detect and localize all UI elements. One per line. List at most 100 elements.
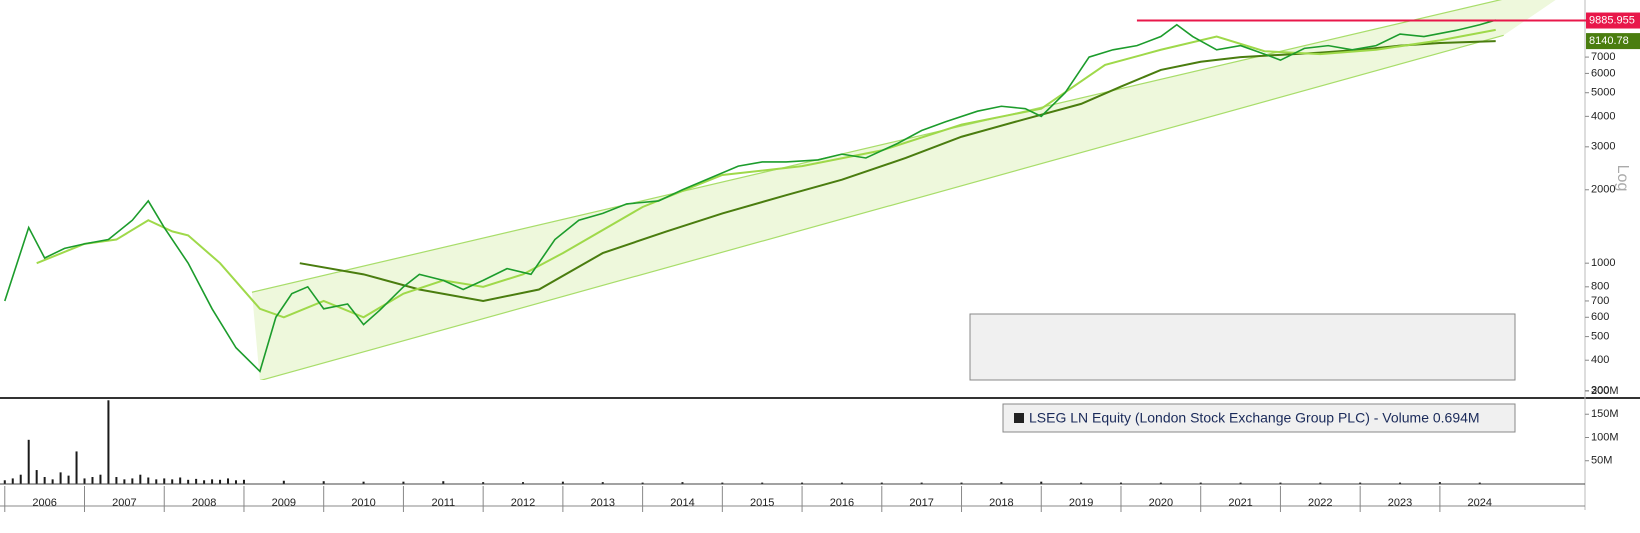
x-tick-label: 2006 [32,497,56,509]
volume-bar [1119,482,1122,484]
y-tick-label: 200M [1591,385,1619,397]
volume-bar [99,474,102,484]
volume-bar [187,479,190,484]
y-tick-label: 700 [1591,295,1609,307]
volume-bar [203,480,206,484]
y-tick-label: 3000 [1591,141,1615,153]
volume-bar [1438,482,1441,484]
price-tag: 8140.78 [1589,35,1629,47]
volume-bar [641,482,644,484]
volume-bar [721,482,724,484]
x-tick-label: 2019 [1069,497,1093,509]
x-tick-label: 2022 [1308,497,1332,509]
y-tick-label: 800 [1591,281,1609,293]
y-tick-label: 300 [1591,385,1609,397]
volume-bar [19,474,22,484]
volume-bar [1478,482,1481,484]
volume-bar [11,478,14,484]
x-tick-label: 2024 [1468,497,1492,509]
y-tick-label: 5000 [1591,87,1615,99]
volume-bar [123,479,126,484]
volume-bar [155,479,158,484]
volume-bar [3,480,6,484]
volume-bar [402,481,405,484]
volume-bar [43,477,46,484]
y-tick-label: 600 [1591,311,1609,323]
x-tick-label: 2009 [272,497,296,509]
volume-bar [561,481,564,484]
volume-bar [1399,482,1402,484]
volume-bar [107,400,110,484]
volume-bar [35,470,38,484]
series-line [4,19,1496,373]
volume-bar [840,482,843,484]
volume-bar [67,475,70,484]
volume-bar [681,482,684,484]
volume-bar [1319,482,1322,484]
volume-bar [880,482,883,484]
volume-bar [139,474,142,484]
series-line [299,40,1496,302]
volume-bar [1359,482,1362,484]
volume-bar [801,482,804,484]
y-tick-label: 400 [1591,354,1609,366]
volume-bar [234,480,237,484]
volume-bar [761,482,764,484]
y-tick-label: 50M [1591,455,1612,467]
x-tick-label: 2020 [1149,497,1173,509]
volume-bar [442,481,445,484]
x-tick-label: 2012 [511,497,535,509]
volume-bar [211,479,214,484]
volume-bar [242,479,245,484]
y-tick-label: 500 [1591,330,1609,342]
volume-bar [59,472,62,484]
x-tick-label: 2011 [431,497,455,509]
volume-bar [195,478,198,484]
volume-bar [1080,482,1083,484]
volume-bar [219,479,222,484]
volume-legend: LSEG LN Equity (London Stock Exchange Gr… [1029,410,1480,426]
price-tag: 9885.955 [1589,14,1635,26]
volume-bar [1279,482,1282,484]
volume-bar [131,478,134,484]
volume-bar [1000,482,1003,484]
volume-bar [960,482,963,484]
x-tick-label: 2008 [192,497,216,509]
volume-bar [51,479,54,484]
volume-bar [482,482,485,484]
x-tick-label: 2016 [830,497,854,509]
volume-bar [920,482,923,484]
price-panel [4,0,1556,380]
volume-bar [522,482,525,484]
volume-bar [179,477,182,484]
volume-bar [75,451,78,484]
volume-bar [227,478,230,484]
channel-fill [251,0,1556,380]
volume-bar [163,478,166,484]
channel-lower [259,34,1504,380]
volume-bar [1040,481,1043,484]
x-tick-label: 2021 [1228,497,1252,509]
x-tick-label: 2014 [670,497,694,509]
volume-bar [83,478,86,484]
y-tick-label: 4000 [1591,110,1615,122]
x-tick-label: 2018 [989,497,1013,509]
volume-bar [171,479,174,484]
x-tick-label: 2015 [750,497,774,509]
price-tag-bg [1586,33,1640,50]
volume-bar [1199,482,1202,484]
y-tick-label: 2000 [1591,184,1615,196]
volume-bar [147,477,150,484]
volume-bar [282,480,285,484]
y-tick-label: 7000 [1591,51,1615,63]
volume-bar [115,477,118,484]
y-tick-label: 1000 [1591,257,1615,269]
channel-upper [251,0,1503,293]
volume-bar [601,482,604,484]
x-tick-label: 2017 [909,497,933,509]
legend-box [969,313,1516,381]
volume-legend-box [1002,403,1516,433]
legend-swatch [1014,413,1024,423]
volume-bar [322,481,325,484]
